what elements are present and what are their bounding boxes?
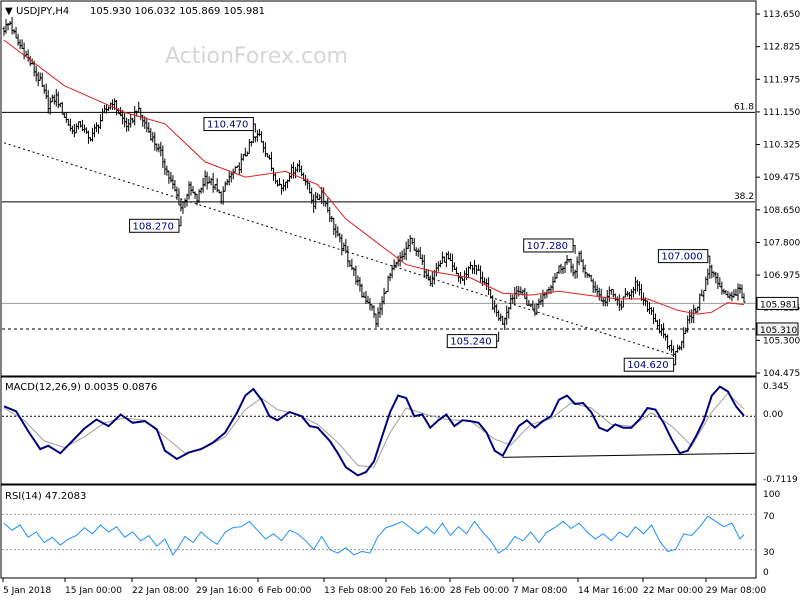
price-header-symbol: ▼ <box>5 6 13 17</box>
callout-label: 107.000 <box>661 252 702 263</box>
callout-box <box>129 218 180 233</box>
price-tag-label: 105.981 <box>760 300 797 310</box>
macd-y-tick-label: -0.7119 <box>763 475 798 485</box>
callout-box <box>657 249 709 264</box>
y-tick-label: 111.150 <box>763 108 800 118</box>
x-tick-label: 29 Mar 08:00 <box>706 586 766 596</box>
callout-label: 105.240 <box>450 337 491 348</box>
macd-header: MACD(12,26,9) 0.0035 0.0876 <box>5 382 157 393</box>
macd-support-line <box>502 452 756 458</box>
x-tick-label: 15 Jan 00:00 <box>65 586 122 596</box>
x-tick-label: 29 Jan 16:00 <box>196 586 253 596</box>
moving-average-line <box>3 39 745 315</box>
x-tick-label: 13 Feb 08:00 <box>324 586 383 596</box>
price-callout: 107.000 <box>657 249 711 265</box>
y-tick-label: 110.325 <box>763 141 800 151</box>
rsi-y-tick-label: 30 <box>763 548 775 558</box>
y-tick-label: 106.975 <box>763 271 800 281</box>
callout-label: 104.620 <box>627 360 668 371</box>
macd-signal-line <box>3 392 745 468</box>
watermark: ActionForex.com <box>165 44 348 69</box>
callout-leader <box>496 331 500 342</box>
macd-line <box>3 385 745 477</box>
callout-label: 107.280 <box>527 241 568 252</box>
macd-y-tick-label: 0.345 <box>763 382 789 392</box>
axes: 113.650 112.825 111.975 111.150 110.325 109.4… <box>2 10 800 596</box>
price-callout: 108.270 <box>129 216 182 233</box>
y-tick-label: 107.800 <box>763 238 800 248</box>
price-ohlc: 105.930 106.032 105.869 105.981 <box>90 6 265 17</box>
callout-leader <box>178 216 182 227</box>
x-tick-label: 22 Jan 08:00 <box>132 586 189 596</box>
callout-leader <box>573 244 576 254</box>
macd-panel <box>0 376 757 485</box>
y-tick-label: 109.475 <box>763 173 800 183</box>
price-header: USDJPY,H4 <box>16 6 69 17</box>
y-tick-label: 111.975 <box>763 75 800 85</box>
callout-leader <box>673 355 677 366</box>
callout-leader <box>253 123 256 133</box>
callout-box <box>523 238 574 253</box>
rsi-panel <box>0 484 757 579</box>
price-callout: 107.280 <box>523 238 576 254</box>
x-tick-label: 6 Feb 00:00 <box>258 586 312 596</box>
x-tick-label: 20 Feb 16:00 <box>386 586 445 596</box>
x-tick-label: 22 Mar 00:00 <box>643 586 703 596</box>
y-tick-label: 108.650 <box>763 206 800 216</box>
macd-plot <box>2 385 756 477</box>
callout-box <box>203 117 254 132</box>
price-callout: 110.470 <box>203 117 256 133</box>
y-tick-label: 112.825 <box>763 43 800 53</box>
price-tag-label: 105.310 <box>760 326 797 336</box>
x-tick-label: 5 Jan 2018 <box>3 586 51 596</box>
fib-label: 61.8 <box>734 102 754 112</box>
callout-leader <box>707 255 711 265</box>
price-callout: 105.240 <box>446 331 500 349</box>
rsi-y-tick-label: 100 <box>763 490 780 500</box>
price-plot: 61.8 38.2 110.470 108.270 107.280 105.240 107.… <box>2 16 755 372</box>
callout-box <box>623 357 675 372</box>
y-tick-label: 105.300 <box>763 336 800 346</box>
callout-box <box>446 334 498 349</box>
x-tick-label: 7 Mar 08:00 <box>513 586 568 596</box>
callout-label: 110.470 <box>207 120 248 131</box>
y-tick-label: 104.475 <box>763 369 800 379</box>
x-tick-label: 28 Feb 00:00 <box>450 586 509 596</box>
fib-label: 38.2 <box>734 192 754 202</box>
rsi-y-tick-label: 0 <box>763 568 769 578</box>
rsi-plot <box>2 513 755 556</box>
rsi-header: RSI(14) 47.2083 <box>5 491 86 502</box>
price-tag <box>756 322 799 336</box>
price-panel <box>0 0 757 377</box>
macd-y-tick-label: 0.00 <box>763 410 783 420</box>
price-tag <box>756 296 799 310</box>
callout-label: 108.270 <box>133 221 174 232</box>
rsi-y-tick-label: 70 <box>763 512 775 522</box>
y-tick-label: 113.650 <box>763 10 800 20</box>
ohlc-bar <box>742 293 746 303</box>
x-tick-label: 14 Mar 16:00 <box>578 586 638 596</box>
price-callout: 104.620 <box>623 355 677 372</box>
rsi-line <box>3 515 745 556</box>
